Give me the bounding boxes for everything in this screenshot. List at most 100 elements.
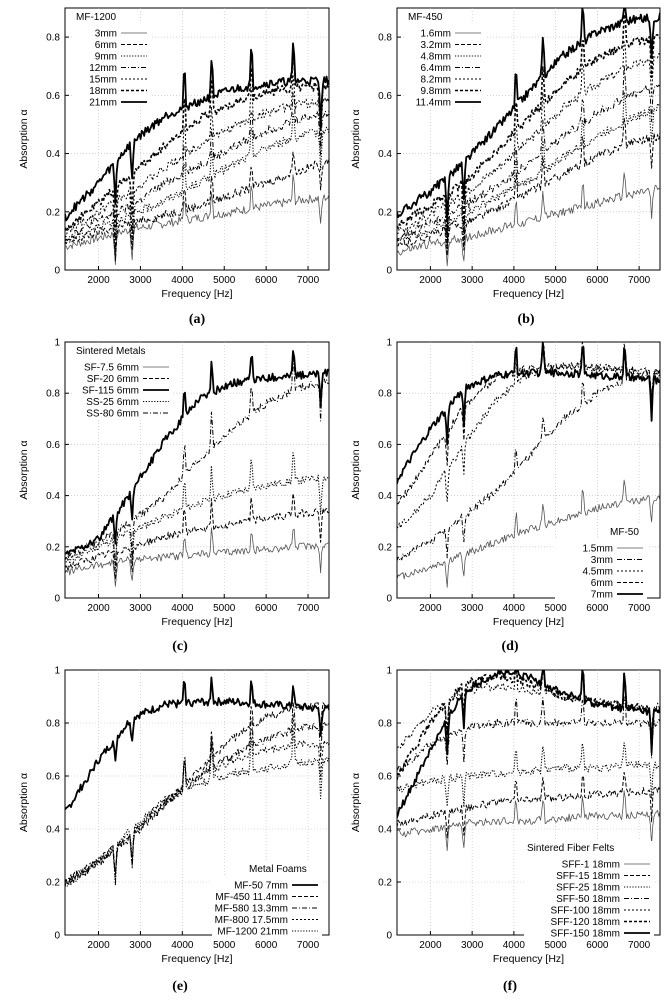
y-tick-label: 0.6 (378, 91, 392, 102)
series-group (65, 42, 329, 266)
x-tick-label: 6000 (586, 940, 609, 951)
x-tick-label: 6000 (255, 940, 278, 951)
legend-title-box (73, 10, 125, 23)
x-tick-label: 3000 (461, 940, 484, 951)
x-tick-label: 5000 (213, 603, 236, 614)
legend-label: 21mm (89, 98, 117, 109)
legend-label: MF-580 13.3mm (215, 904, 288, 915)
x-tick-label: 3000 (129, 275, 152, 286)
x-tick-label: 2000 (87, 275, 110, 286)
series-line (397, 670, 660, 749)
x-tick-label: 7000 (628, 940, 651, 951)
series-line (65, 113, 329, 256)
y-axis-label: Absorption α (18, 109, 30, 168)
legend-title: MF-50 (610, 527, 639, 538)
x-tick-label: 7000 (628, 275, 651, 286)
y-axis-label: Absorption α (18, 440, 30, 499)
y-tick-label: 0.6 (378, 772, 392, 783)
legend-title-box (405, 10, 451, 23)
series-line (397, 696, 660, 771)
x-tick-label: 6000 (255, 275, 278, 286)
panel-label: (c) (172, 639, 188, 654)
chart-panel-b: 0 0.2 0.4 0.6 0.8 2000 3000 4000 5000 6000 7000 Fre… (350, 7, 661, 300)
x-tick-label: 2000 (419, 275, 442, 286)
legend-title-box (524, 841, 654, 854)
y-tick-label: 0 (386, 931, 392, 942)
x-tick-label: 4000 (171, 603, 194, 614)
y-axis-label: Absorption α (350, 109, 362, 168)
y-tick-label: 0.2 (46, 207, 60, 218)
x-tick-label: 2000 (87, 603, 110, 614)
series-group (397, 342, 660, 588)
series-line (65, 358, 329, 566)
x-axis-label: Frequency [Hz] (161, 953, 232, 965)
legend-label: MF-50 7mm (234, 881, 288, 892)
x-tick-label: 4000 (171, 940, 194, 951)
x-axis-label: Frequency [Hz] (493, 953, 564, 965)
y-tick-label: 0.4 (46, 491, 60, 502)
series-line (65, 728, 329, 887)
legend-title: Sintered Fiber Felts (527, 843, 614, 854)
legend-title: MF-1200 (76, 12, 116, 23)
series-line (397, 670, 660, 781)
x-axis-label: Frequency [Hz] (161, 288, 232, 300)
series-line (397, 670, 660, 819)
y-tick-label: 0.6 (46, 91, 60, 102)
x-tick-label: 3000 (461, 275, 484, 286)
y-axis-label: Absorption α (350, 773, 362, 832)
legend-label: SFF-15 18mm (556, 871, 620, 882)
x-tick-label: 3000 (461, 603, 484, 614)
panel-label: (e) (172, 979, 188, 994)
series-line (65, 92, 329, 251)
legend-label: 8.2mm (420, 75, 451, 86)
y-tick-label: 0.6 (46, 772, 60, 783)
y-tick-label: 0.4 (378, 149, 392, 160)
y-tick-label: 1 (386, 666, 392, 677)
legend-label: SF-20 6mm (87, 374, 139, 385)
series-line (397, 479, 660, 588)
x-tick-label: 3000 (129, 603, 152, 614)
x-tick-label: 4000 (503, 275, 526, 286)
series-line (65, 676, 329, 811)
legend-label: 6mm (95, 40, 117, 51)
panel-label: (a) (189, 312, 206, 327)
y-tick-label: 0.2 (378, 878, 392, 889)
x-tick-label: 5000 (213, 275, 236, 286)
x-tick-label: 2000 (419, 603, 442, 614)
series-line (397, 342, 660, 505)
legend-title-box (246, 862, 322, 875)
x-tick-label: 5000 (545, 603, 568, 614)
x-tick-label: 5000 (213, 940, 236, 951)
legend-box (524, 854, 654, 939)
legend-box (405, 23, 485, 108)
series-line (65, 350, 329, 556)
x-tick-label: 2000 (87, 940, 110, 951)
y-tick-label: 0 (54, 931, 60, 942)
legend-label: SFF-100 18mm (551, 906, 620, 917)
legend-label: 4.8mm (420, 52, 451, 63)
x-axis-label: Frequency [Hz] (161, 616, 232, 628)
y-tick-label: 1 (386, 338, 392, 349)
y-tick-label: 0 (386, 594, 392, 605)
legend-label: 11.4mm (416, 98, 451, 109)
series-line (397, 344, 660, 529)
y-tick-label: 0.8 (378, 33, 392, 44)
y-tick-label: 0.8 (46, 719, 60, 730)
y-tick-label: 0.2 (378, 207, 392, 218)
legend-label: 15mm (89, 75, 117, 86)
series-line (65, 151, 329, 262)
y-tick-label: 1 (54, 666, 60, 677)
y-tick-label: 0.8 (46, 33, 60, 44)
series-line (65, 74, 329, 241)
series-group (65, 676, 329, 888)
legend-label: 3mm (95, 29, 117, 40)
y-tick-label: 1 (54, 338, 60, 349)
series-line (65, 42, 329, 222)
series-line (65, 527, 329, 587)
legend-label: 6.4mm (420, 63, 451, 74)
y-axis-label: Absorption α (350, 440, 362, 499)
